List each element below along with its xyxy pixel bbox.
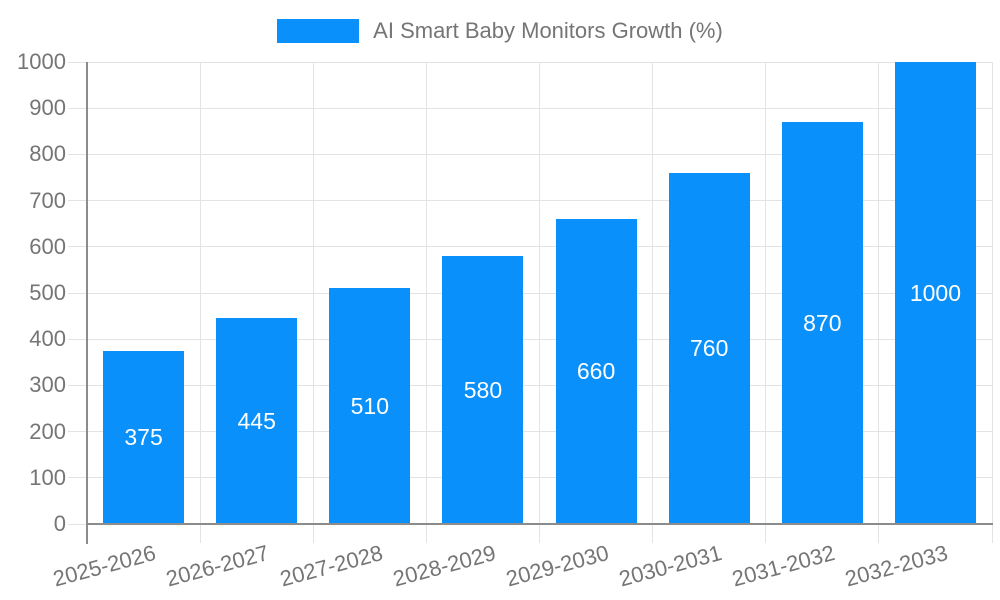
y-tick (68, 384, 87, 386)
x-axis-label: 2029-2030 (503, 540, 612, 592)
x-axis-label: 2028-2029 (390, 540, 499, 592)
x-tick (652, 524, 654, 543)
legend-swatch (277, 19, 360, 43)
bar-value-label: 1000 (909, 279, 962, 306)
y-axis-label: 300 (29, 372, 66, 398)
y-axis-label: 0 (53, 511, 66, 536)
y-tick (68, 246, 87, 248)
v-gridline (652, 62, 654, 524)
y-tick (68, 292, 87, 294)
y-tick (68, 200, 87, 202)
y-tick (68, 431, 87, 433)
bar-value-label: 375 (124, 423, 163, 450)
x-tick (425, 524, 427, 543)
bar-value-label: 445 (237, 407, 276, 434)
legend: AI Smart Baby Monitors Growth (%) (0, 17, 1000, 45)
y-axis-label: 500 (29, 280, 66, 305)
x-tick (991, 524, 993, 543)
y-tick (68, 477, 87, 479)
x-tick (539, 524, 540, 543)
x-axis-label: 2032-2033 (842, 540, 951, 592)
v-gridline (991, 62, 993, 524)
bar: 375 (103, 350, 185, 524)
bar: 1000 (894, 62, 976, 524)
v-gridline (199, 62, 201, 524)
bar-value-label: 660 (576, 358, 616, 385)
x-axis-label: 2027-2028 (276, 540, 386, 592)
y-axis-label: 900 (29, 95, 66, 121)
y-tick (68, 61, 87, 63)
y-axis-label: 700 (29, 187, 66, 213)
x-axis-line (86, 523, 993, 525)
y-axis-label: 800 (29, 141, 66, 167)
x-tick (199, 524, 201, 543)
y-axis-line (86, 62, 88, 544)
y-axis-label: 600 (29, 233, 66, 259)
bar: 445 (216, 318, 298, 524)
bar: 660 (555, 219, 637, 524)
y-tick (68, 153, 87, 155)
y-axis-label: 400 (29, 326, 66, 352)
v-gridline (765, 62, 767, 524)
x-axis-label: 2026-2027 (163, 540, 272, 592)
v-gridline (425, 62, 427, 524)
bar-value-label: 760 (690, 334, 729, 361)
x-tick (312, 524, 314, 543)
bar: 870 (781, 122, 863, 524)
y-tick (68, 338, 87, 340)
bar: 580 (442, 256, 524, 524)
y-axis-label: 200 (29, 418, 66, 444)
bar: 510 (329, 288, 411, 524)
x-axis-label: 2025-2026 (50, 540, 159, 592)
x-tick (878, 524, 880, 543)
y-axis-label: 1000 (17, 49, 66, 74)
bar: 760 (668, 172, 750, 524)
x-tick (765, 524, 767, 543)
v-gridline (539, 62, 540, 524)
y-tick (68, 107, 87, 109)
x-axis-label: 2030-2031 (616, 540, 725, 592)
x-axis-label: 2031-2032 (729, 540, 838, 592)
v-gridline (878, 62, 880, 524)
v-gridline (312, 62, 314, 524)
legend-label: AI Smart Baby Monitors Growth (%) (373, 18, 723, 43)
bar-value-label: 580 (463, 376, 503, 403)
y-axis-label: 100 (29, 464, 66, 490)
y-tick (68, 523, 87, 525)
bar-value-label: 510 (350, 392, 389, 419)
bar-value-label: 870 (803, 309, 842, 336)
